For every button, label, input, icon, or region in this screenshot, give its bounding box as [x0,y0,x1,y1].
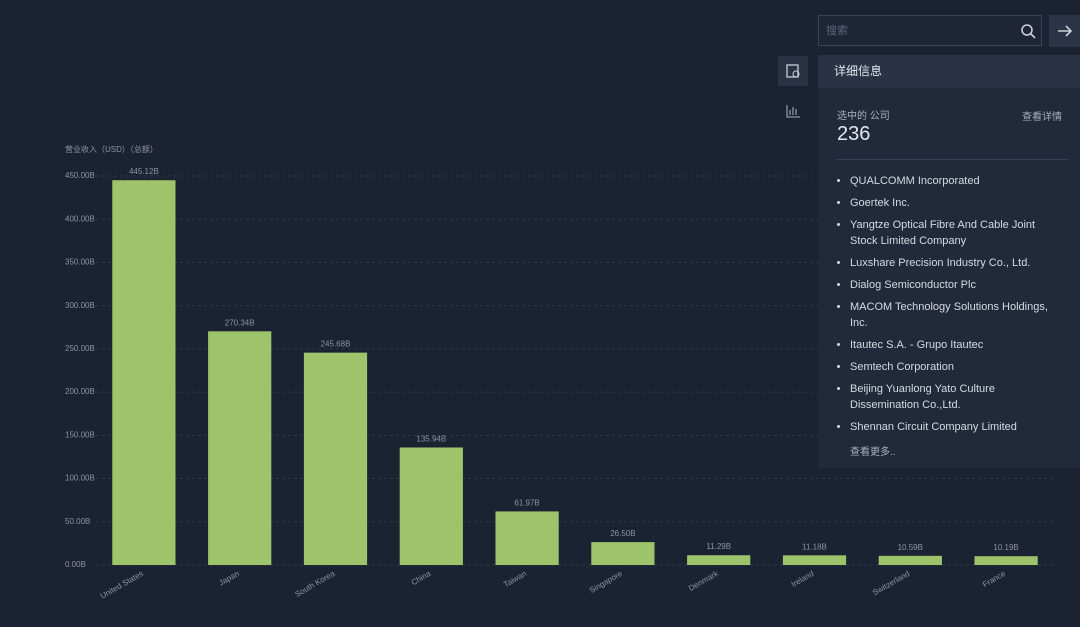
chart-tab[interactable] [778,96,808,126]
value-label: 61.97B [514,498,539,507]
company-item[interactable]: Dialog Semiconductor Plc [850,277,1060,293]
x-tick-label: China [410,569,433,588]
submit-button[interactable] [1049,15,1080,47]
company-list: QUALCOMM Incorporated Goertek Inc. Yangtze… [818,173,1060,441]
company-item[interactable]: Shennan Circuit Company Limited [850,419,1060,435]
y-tick-label: 300.00B [65,301,95,310]
x-tick-label: South Korea [293,569,336,599]
y-tick-label: 450.00B [65,171,95,180]
value-label: 11.29B [706,542,731,551]
y-tick-label: 350.00B [65,258,95,267]
y-tick-label: 400.00B [65,214,95,223]
details-panel: 详细信息 选中的 公司 236 查看详情 QUALCOMM Incorporat… [818,55,1080,468]
company-item[interactable]: Yangtze Optical Fibre And Cable Joint St… [850,217,1060,249]
bar [878,555,942,565]
company-item[interactable]: QUALCOMM Incorporated [850,173,1060,189]
value-label: 26.50B [610,529,635,538]
y-tick-label: 200.00B [65,387,95,396]
value-label: 10.59B [898,543,923,552]
y-tick-label: 50.00B [65,517,90,526]
value-label: 445.12B [129,167,159,176]
x-tick-label: Singapore [588,569,625,595]
search-icon[interactable] [1020,23,1036,39]
panel-title: 详细信息 [818,55,1080,88]
bar [208,331,272,565]
y-tick-label: 150.00B [65,430,95,439]
chart-icon [786,105,800,118]
selected-label: 选中的 公司 [837,111,890,122]
y-axis-title: 营业收入（USD）（总额） [65,144,158,154]
value-label: 245.68B [321,340,351,349]
bar [399,447,463,565]
arrow-icon [1058,25,1073,37]
more-link[interactable]: 查看更多.. [850,447,896,458]
bar [974,556,1038,565]
details-tab[interactable] [778,56,808,86]
details-link[interactable]: 查看详情 [1022,112,1062,123]
bar [112,180,176,565]
value-label: 135.94B [416,434,446,443]
company-item[interactable]: MACOM Technology Solutions Holdings, Inc… [850,299,1060,331]
company-item[interactable]: Beijing Yuanlong Yato Culture Disseminat… [850,381,1060,413]
x-tick-label: Switzerland [871,569,911,597]
y-tick-label: 0.00B [65,560,86,569]
bar [495,511,559,565]
bar [687,555,751,565]
x-tick-label: United States [99,569,145,601]
x-tick-label: Denmark [687,568,720,593]
company-item[interactable]: Itautec S.A. - Grupo Itautec [850,337,1060,353]
search-box[interactable]: 搜索 [818,15,1042,46]
y-tick-label: 100.00B [65,474,95,483]
bar [303,352,368,565]
x-tick-label: Japan [217,569,240,588]
selected-count: 236 [837,123,871,145]
value-label: 11.18B [802,542,827,551]
bar [782,555,847,565]
company-item[interactable]: Semtech Corporation [850,359,1060,375]
x-tick-label: Ireland [790,569,816,589]
details-icon [786,64,800,78]
bar [591,542,655,565]
value-label: 10.19B [993,543,1018,552]
company-item[interactable]: Goertek Inc. [850,195,1060,211]
x-tick-label: Taiwan [502,569,528,589]
value-label: 270.34B [225,318,255,327]
separator [837,159,1068,160]
y-tick-label: 250.00B [65,344,95,353]
x-tick-label: France [981,569,1008,590]
company-item[interactable]: Luxshare Precision Industry Co., Ltd. [850,255,1060,271]
